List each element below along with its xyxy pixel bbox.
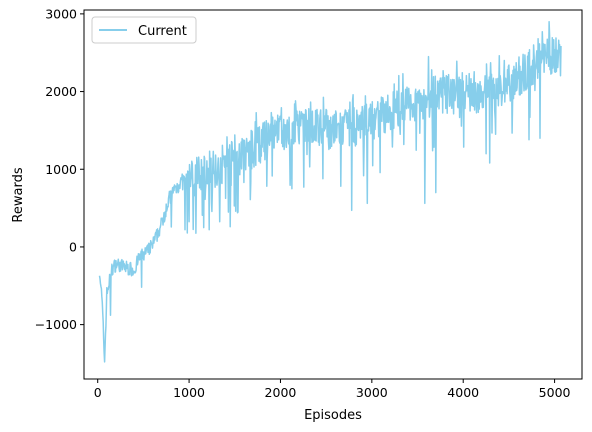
- x-tick-label: 1000: [173, 385, 205, 400]
- series-current-line: [98, 20, 562, 363]
- x-tick-label: 4000: [447, 385, 479, 400]
- legend-label-current: Current: [138, 24, 187, 39]
- y-axis-label: Rewards: [11, 167, 26, 222]
- y-tick-label: 0: [69, 239, 77, 254]
- x-axis-label: Episodes: [304, 408, 362, 423]
- y-tick-label: 2000: [45, 84, 77, 99]
- legend: Current: [91, 16, 197, 44]
- y-tick-label: −1000: [35, 317, 77, 332]
- x-tick-label: 2000: [265, 385, 297, 400]
- y-axis: −1000 0 1000 2000 3000: [35, 6, 84, 332]
- y-tick-label: 3000: [45, 6, 77, 21]
- y-tick-label: 1000: [45, 162, 77, 177]
- series-current-path: [98, 20, 562, 363]
- x-tick-label: 5000: [539, 385, 571, 400]
- x-axis: 0 1000 2000 3000 4000 5000: [94, 379, 571, 400]
- x-tick-label: 3000: [356, 385, 388, 400]
- plot-frame: [83, 9, 583, 380]
- legend-box: [91, 16, 197, 44]
- x-tick-label: 0: [94, 385, 102, 400]
